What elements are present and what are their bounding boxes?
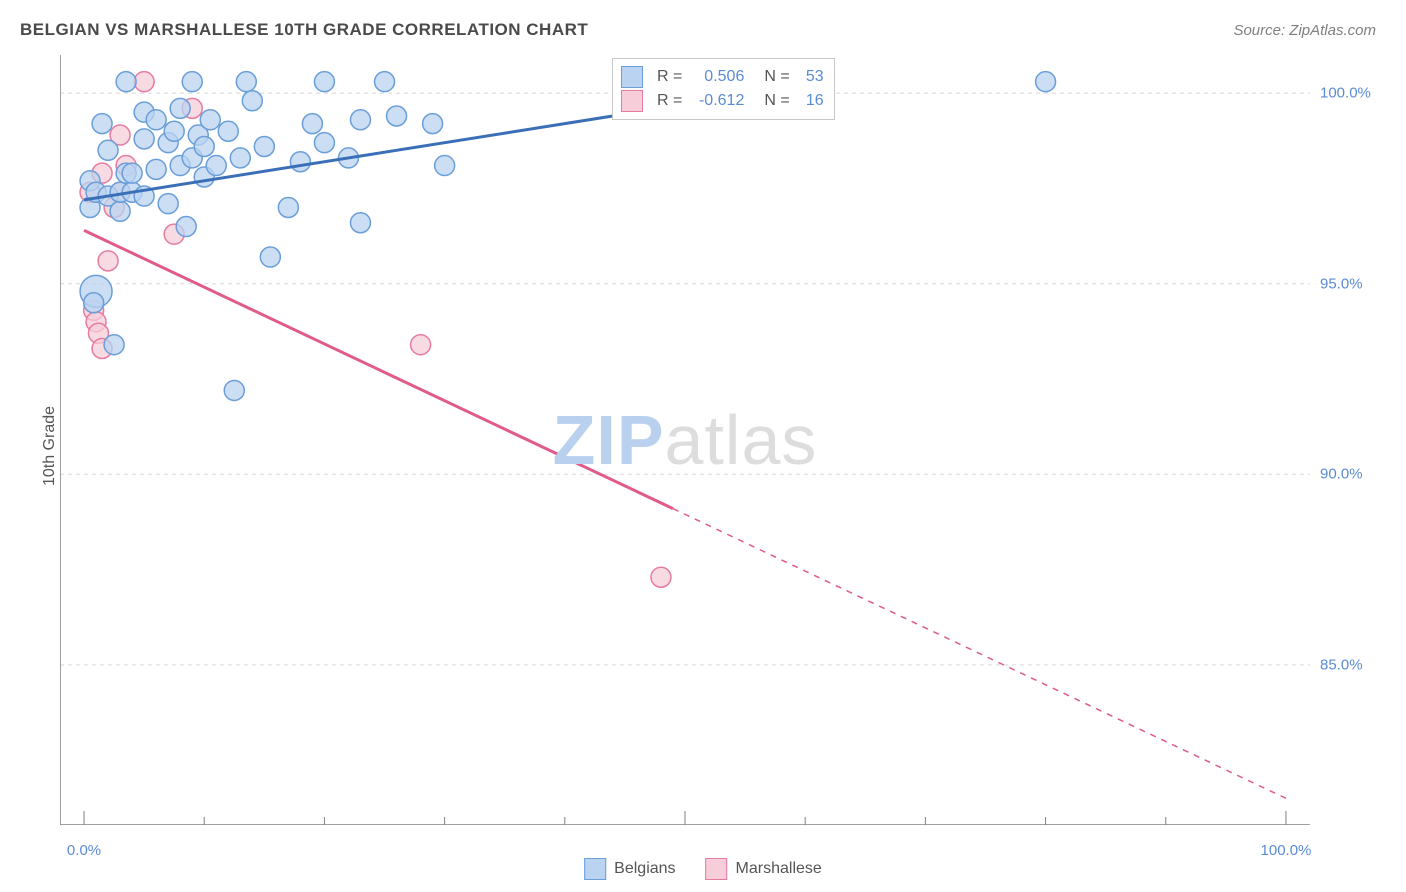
info-row: R =0.506 N = 53 [621,65,824,89]
info-row: R =-0.612 N = 16 [621,89,824,113]
n-value: 16 [796,89,824,113]
legend-label: Marshallese [736,860,822,877]
plot-area: ZIPatlas R =0.506N =53R =-0.612N =16 85.… [60,55,1310,825]
r-label: R = [657,89,682,113]
n-label: N = [764,65,789,89]
xtick-label: 0.0% [67,842,101,859]
ytick-label: 100.0% [1320,85,1400,102]
legend-swatch [621,66,643,88]
n-label: N = [764,89,789,113]
ytick-label: 95.0% [1320,275,1400,292]
legend-swatch [584,858,606,880]
n-value: 53 [796,65,824,89]
correlation-info-box: R =0.506 N = 53 R =-0.612 N = 16 [612,58,835,120]
chart-title: BELGIAN VS MARSHALLESE 10TH GRADE CORREL… [20,20,588,40]
legend-swatch [706,858,728,880]
legend-item: Marshallese [706,858,822,880]
y-axis-label: 10th Grade [41,406,59,486]
legend-label: Belgians [614,860,675,877]
source-label: Source: ZipAtlas.com [1233,22,1376,39]
ytick-label: 85.0% [1320,656,1400,673]
bottom-legend: Belgians Marshallese [584,858,822,880]
chart-frame: BELGIAN VS MARSHALLESE 10TH GRADE CORREL… [0,0,1406,892]
xtick-label: 100.0% [1261,842,1312,859]
legend-swatch [621,90,643,112]
ytick-label: 90.0% [1320,466,1400,483]
r-value: 0.506 [688,65,744,89]
r-value: -0.612 [688,89,744,113]
r-label: R = [657,65,682,89]
legend-item: Belgians [584,858,675,880]
plot-svg [60,55,1310,825]
